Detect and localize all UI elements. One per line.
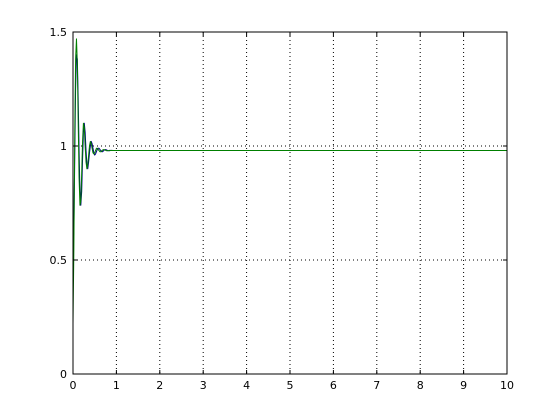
x-tick-label: 3 xyxy=(200,379,207,392)
x-tick-label: 1 xyxy=(113,379,120,392)
y-tick-label: 1 xyxy=(60,140,67,153)
x-tick-label: 9 xyxy=(460,379,467,392)
series-layer xyxy=(72,38,507,324)
y-tick-label: 0 xyxy=(60,368,67,381)
x-tick-label: 5 xyxy=(287,379,294,392)
grid-lines xyxy=(73,32,507,374)
x-tick-label: 7 xyxy=(373,379,380,392)
x-tick-label: 10 xyxy=(500,379,514,392)
x-tick-label: 6 xyxy=(330,379,337,392)
x-tick-label: 8 xyxy=(417,379,424,392)
x-axis: 0 1 2 3 4 5 6 7 8 9 10 xyxy=(70,32,514,392)
plot-area xyxy=(73,32,507,374)
x-tick-label: 4 xyxy=(243,379,250,392)
series-line-2 xyxy=(72,38,507,324)
x-tick-label: 2 xyxy=(156,379,163,392)
y-tick-label: 0.5 xyxy=(50,254,68,267)
y-tick-label: 1.5 xyxy=(50,26,68,39)
y-axis: 0 0.5 1 1.5 xyxy=(50,26,507,381)
x-tick-label: 0 xyxy=(70,379,77,392)
